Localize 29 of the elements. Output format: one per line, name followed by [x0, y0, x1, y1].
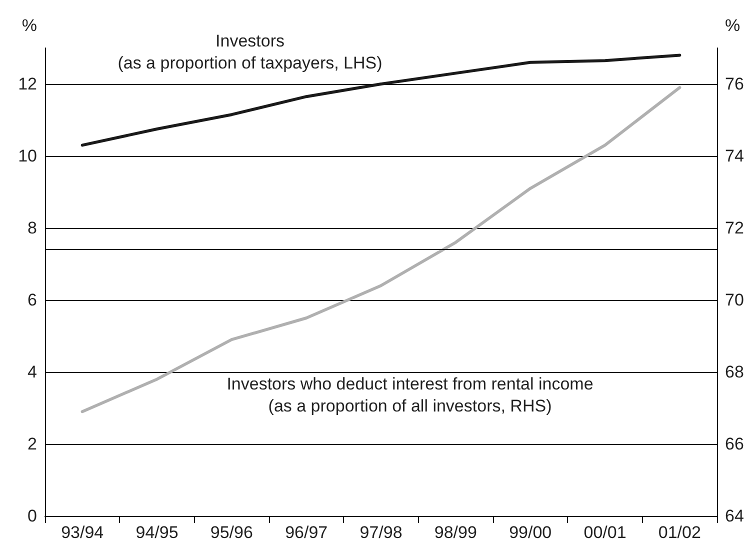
y-tick-label: 6	[28, 290, 37, 310]
y2-axis-title: %	[725, 16, 740, 35]
y-tick-label: 0	[28, 506, 37, 526]
line-series	[80, 54, 682, 147]
annotation: Investors who deduct interest from rental income (as a proportion of all investors, RHS)	[226, 374, 594, 416]
y-tick-label: 8	[28, 218, 37, 238]
y2-tick-label: 68	[725, 362, 744, 382]
line-series	[80, 86, 682, 414]
y-tick-label: 2	[28, 434, 37, 454]
y2-tick-label: 70	[725, 290, 744, 310]
y2-tick-label: 74	[725, 146, 744, 166]
y-axis-title: %	[22, 16, 37, 35]
y-tick-label: 10	[18, 146, 37, 166]
x-tick-label: 01/02	[658, 523, 701, 541]
y2-tick-label: 72	[725, 218, 744, 238]
x-tick-label: 93/94	[61, 523, 104, 541]
x-tick-label: 94/95	[136, 523, 178, 541]
annotation: Investors (as a proportion of taxpayers, LHS)	[118, 32, 382, 72]
x-tick-label: 97/98	[360, 523, 402, 541]
x-tick-label: 96/97	[285, 523, 328, 541]
y-tick-label: 12	[18, 74, 37, 94]
x-tick-label: 99/00	[509, 523, 552, 541]
x-tick-label: 95/96	[210, 523, 253, 541]
y2-tick-label: 76	[725, 74, 744, 94]
x-tick-label: 00/01	[584, 523, 626, 541]
x-tick-label: 98/99	[434, 523, 477, 541]
y2-tick-label: 64	[725, 506, 744, 526]
y-tick-label: 4	[28, 362, 37, 382]
y2-tick-label: 66	[725, 434, 744, 454]
